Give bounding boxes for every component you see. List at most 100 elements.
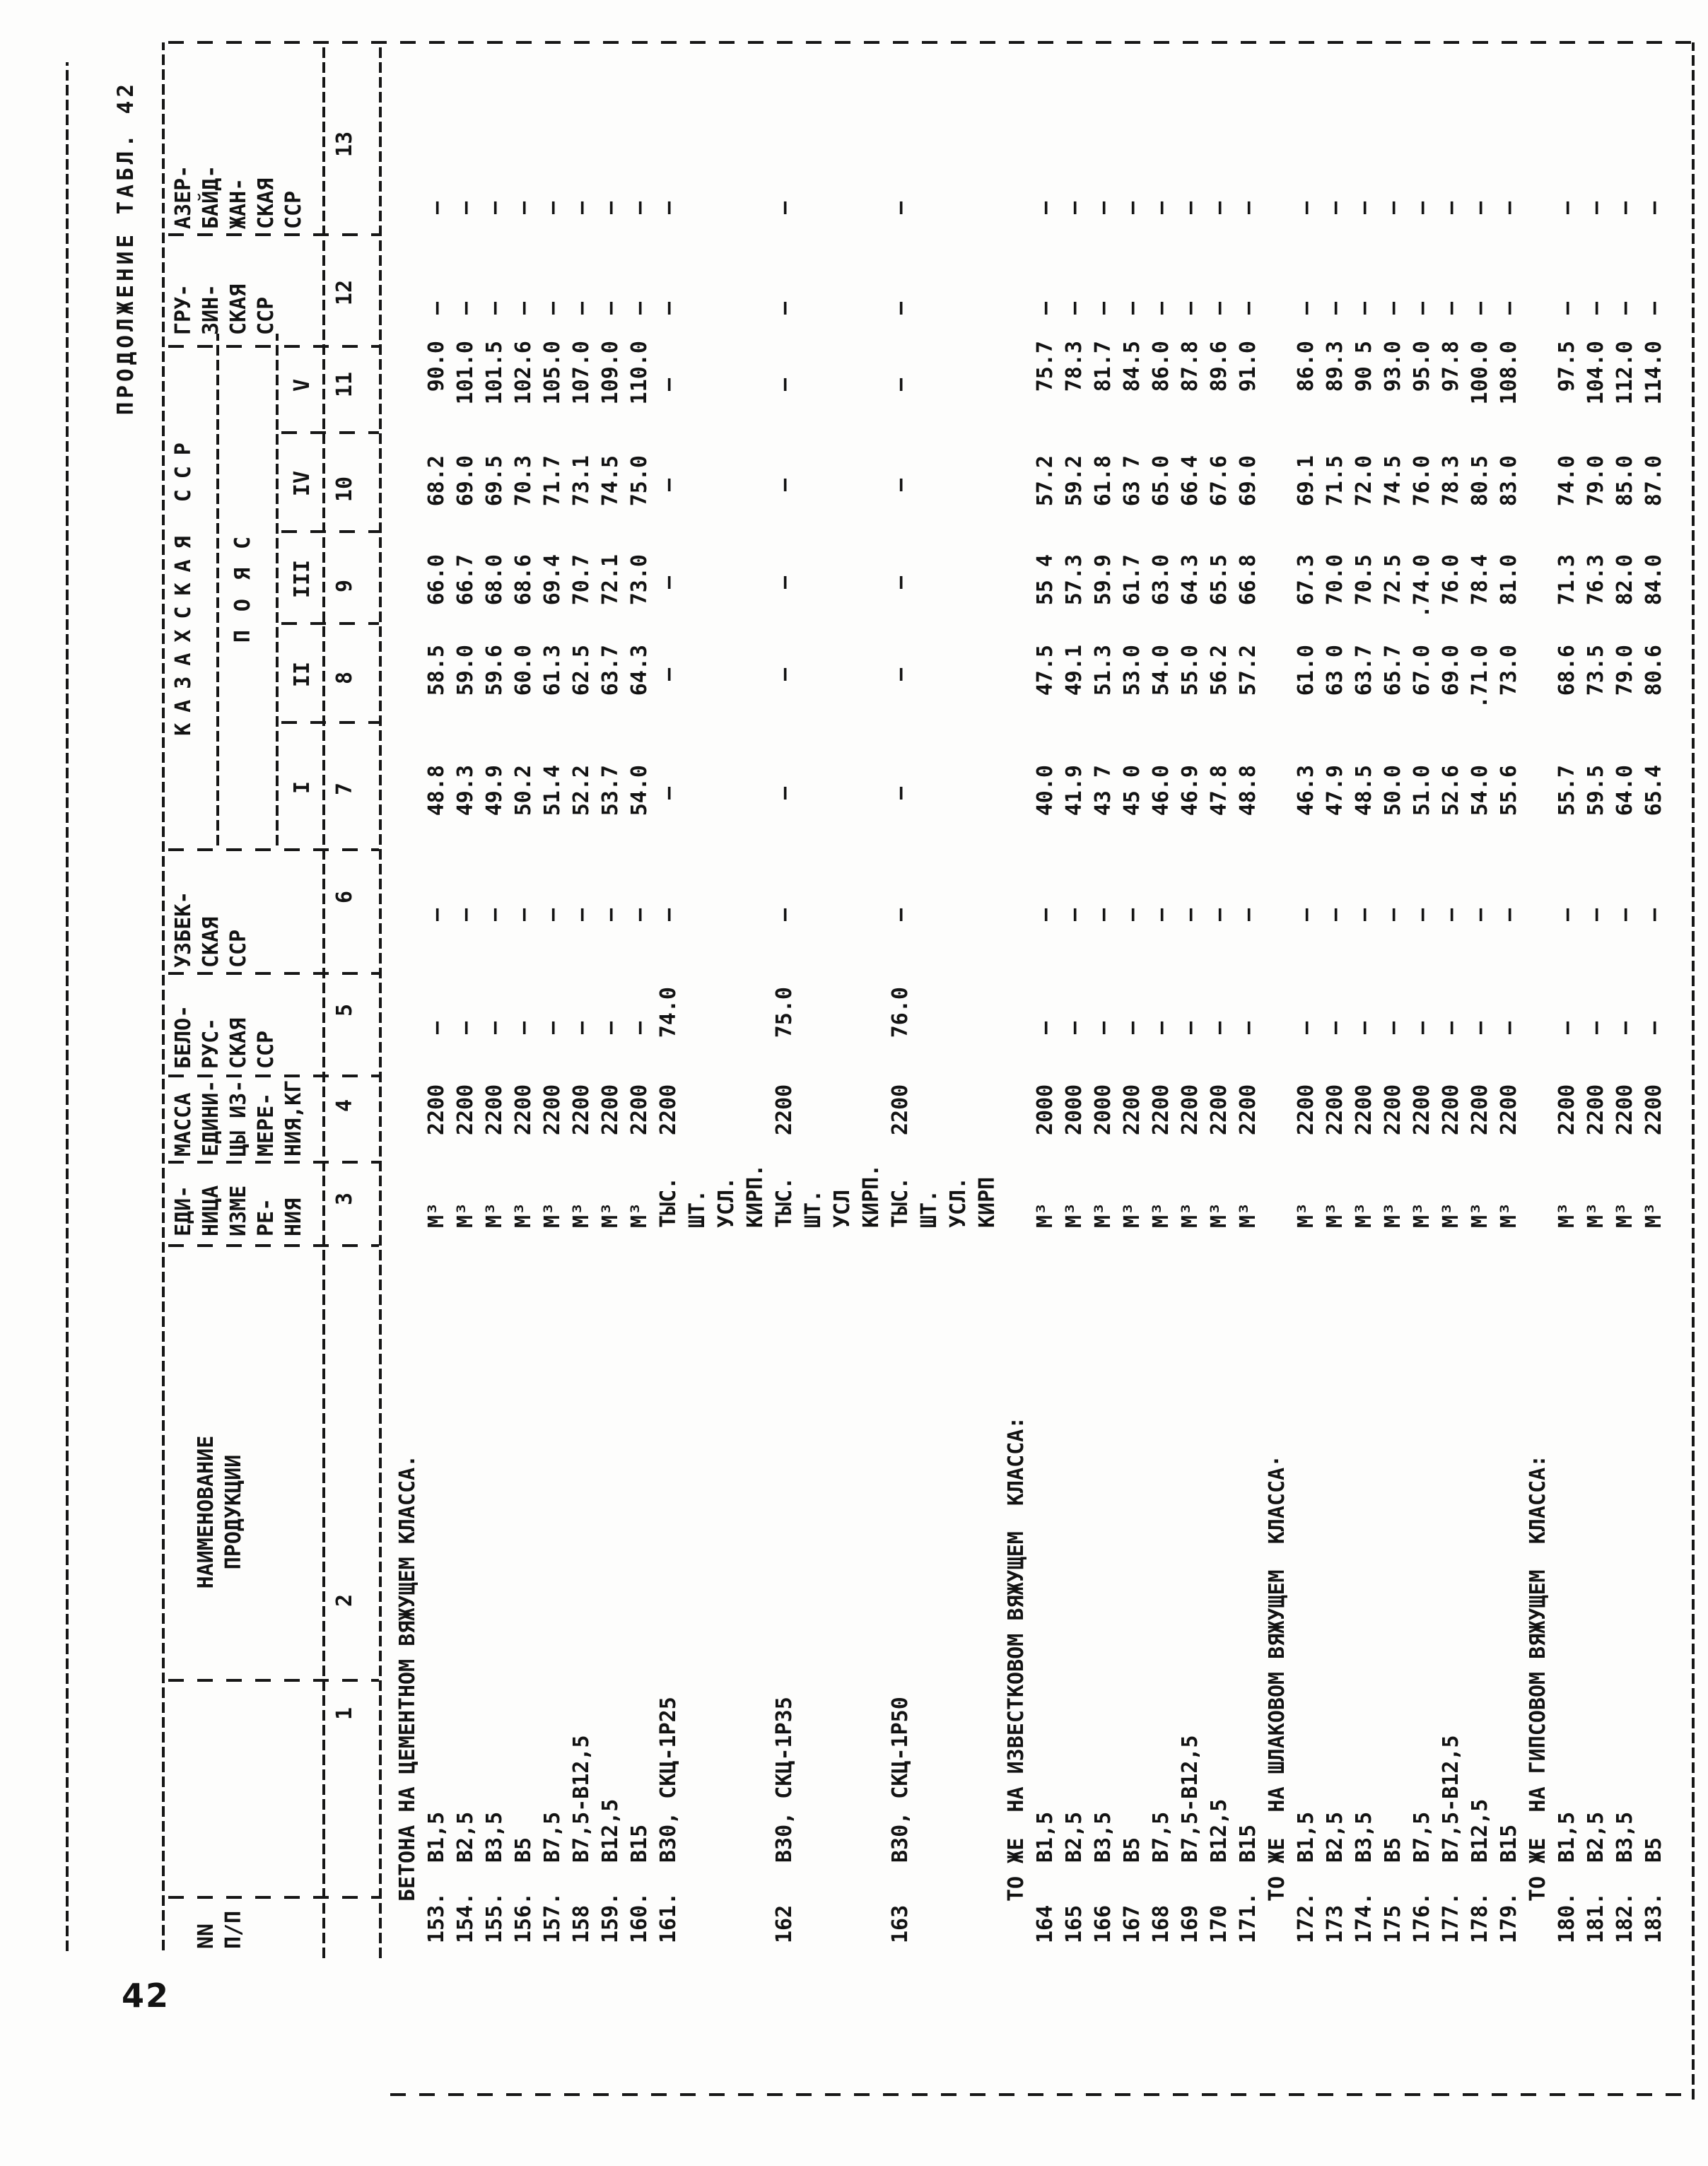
table-row: 178. В12,5 М³ 2200 — — 54.0 .71.0 78.4 80.5 100.0 —…: [1466, 0, 1494, 2166]
cell-mass: 2200: [1149, 1084, 1174, 1135]
table-caption: ПРОДОЛЖЕНИЕ ТАБЛ. 42: [113, 81, 139, 416]
cell-iii: 66.7: [453, 554, 478, 606]
cell-section: ТО ЖЕ НА ШЛАКОВОМ ВЯЖУЩЕМ КЛАССА·: [1265, 1454, 1289, 1902]
cell-mass: 2200: [1294, 1084, 1318, 1135]
cell-name: В7,5-В12,5: [1439, 1735, 1463, 1863]
cell-iii: 55 4: [1033, 554, 1058, 606]
cell-uzb: —: [1352, 908, 1376, 922]
column-number-1: 1: [332, 1707, 357, 1721]
cell-uzb: —: [1091, 908, 1116, 922]
table-row: 180. В1,5 М³ 2200 — — 55.7 68.6 71.3 74.0 97.5 — —: [1552, 0, 1581, 2166]
cell-name: В5: [511, 1837, 536, 1863]
cell-num: 153.: [424, 1892, 449, 1943]
cell-num: 175: [1381, 1904, 1405, 1943]
cell-uzb: —: [1439, 908, 1463, 922]
cell-num: 156.: [511, 1892, 536, 1943]
table-row: 159. В12,5 М³ 2200 — — 53.7 63.7 72.1 74.5 109.0 — —: [596, 0, 625, 2166]
cell-gru: —: [772, 301, 797, 315]
cell-v: 86.0: [1294, 341, 1318, 392]
cell-num: 155.: [482, 1892, 507, 1943]
cell-name: В12,5: [1207, 1798, 1232, 1863]
cell-mass: 2200: [1497, 1084, 1521, 1135]
cell-unit: ТЫС.: [772, 1176, 797, 1228]
cell-ii: 49.1: [1062, 645, 1087, 696]
cell-uzb: —: [482, 908, 507, 922]
cell-iv: 65.0: [1149, 455, 1174, 507]
cell-iii: 78.4: [1468, 554, 1492, 606]
cell-uzb: —: [1120, 908, 1145, 922]
cell-unit: М³: [1497, 1202, 1521, 1228]
cell-i: 48.5: [1352, 765, 1376, 816]
column-number-3: 3: [332, 1192, 357, 1206]
cell-bel: —: [1642, 1021, 1666, 1035]
cell-name: В5: [1120, 1837, 1145, 1863]
column-number-8: 8: [332, 671, 357, 685]
divider-line-kazakh-2: [276, 334, 279, 845]
cell-unit: М³: [1613, 1202, 1637, 1228]
cell-unit: М³: [424, 1202, 449, 1228]
cell-name: В5: [1381, 1837, 1405, 1863]
cell-azb: —: [1555, 201, 1579, 215]
cell-name: В5: [1642, 1837, 1666, 1863]
cell-gru: —: [1236, 301, 1260, 315]
cell-uzb: —: [1178, 908, 1203, 922]
cell-unit: ШТ.: [917, 1189, 942, 1228]
cell-v: 84.5: [1120, 341, 1145, 392]
table-row: 179. В15 М³ 2200 — — 55.6 73.0 81.0 83.0 108.0 — —: [1494, 0, 1523, 2166]
table-row: 183. В5 М³ 2200 — — 65.4 80.6 84.0 87.0 114.0 — —: [1639, 0, 1668, 2166]
cell-i: 54.0: [627, 765, 652, 816]
cell-v: 97.8: [1439, 341, 1463, 392]
table-row: 162 В30, СКЦ-1Р35 ТЫС. 2200 75.0 — — — — — — — —: [770, 0, 799, 2166]
cell-name: В30, СКЦ-1Р50: [888, 1697, 913, 1863]
cell-name: В7,5-В12,5: [569, 1735, 594, 1863]
cell-name: В3,5: [1352, 1811, 1376, 1863]
cell-i: —: [888, 786, 913, 800]
cell-uzb: —: [1613, 908, 1637, 922]
cell-ii: —: [656, 667, 681, 681]
cell-i: 43 7: [1091, 765, 1116, 816]
cell-bel: —: [511, 1021, 536, 1035]
table-row: 166 В3,5 М³ 2000 — — 43 7 51.3 59.9 61.8 81.7 — —: [1089, 0, 1118, 2166]
cell-v: 104.0: [1584, 341, 1608, 405]
cell-iv: 61.8: [1091, 455, 1116, 507]
cell-mass: 2200: [1555, 1084, 1579, 1135]
cell-azb: —: [1468, 201, 1492, 215]
cell-bel: 75.0: [772, 987, 797, 1038]
col-header-name: НАИМЕНОВАНИЕ ПРОДУКЦИИ: [194, 1435, 246, 1589]
cell-mass: 2200: [540, 1084, 565, 1135]
cell-num: 177.: [1439, 1892, 1463, 1943]
cell-azb: —: [1439, 201, 1463, 215]
cell-unit: М³: [1323, 1202, 1347, 1228]
cell-num: 161.: [656, 1892, 681, 1943]
cell-i: 40.0: [1033, 765, 1058, 816]
cell-ii: 68.6: [1555, 645, 1579, 696]
cell-ii: 73.5: [1584, 645, 1608, 696]
cell-iv: 70.3: [511, 455, 536, 507]
cell-unit: УСЛ.: [714, 1176, 739, 1228]
cell-iii: 66.8: [1236, 554, 1260, 606]
cell-ii: —: [772, 667, 797, 681]
table-row: 153. В1,5 М³ 2200 — — 48.8 58.5 66.0 68.2 90.0 — —: [422, 0, 451, 2166]
cell-gru: —: [1062, 301, 1087, 315]
cell-gru: —: [1323, 301, 1347, 315]
cell-v: 102.6: [511, 341, 536, 405]
cell-mass: 2200: [888, 1084, 913, 1135]
cell-ii: 63.7: [1352, 645, 1376, 696]
cell-section: ТО ЖЕ НА ГИПСОВОМ ВЯЖУЩЕМ КЛАССА:: [1526, 1454, 1550, 1902]
cell-unit: М³: [453, 1202, 478, 1228]
cell-v: 86.0: [1149, 341, 1174, 392]
cell-mass: 2200: [1178, 1084, 1203, 1135]
cell-unit: М³: [1468, 1202, 1492, 1228]
cell-bel: —: [1062, 1021, 1087, 1035]
cell-i: 59.5: [1584, 765, 1608, 816]
cell-num: 154.: [453, 1892, 478, 1943]
divider-line-table-top: [162, 42, 165, 1950]
cell-unit: М³: [1091, 1202, 1116, 1228]
cell-bel: —: [1294, 1021, 1318, 1035]
cell-num: 168: [1149, 1904, 1174, 1943]
cell-uzb: —: [1468, 908, 1492, 922]
cell-azb: —: [1207, 201, 1232, 215]
cell-unit: М³: [1033, 1202, 1058, 1228]
cell-azb: —: [1584, 201, 1608, 215]
pipe-belt-2-3: [281, 622, 379, 625]
